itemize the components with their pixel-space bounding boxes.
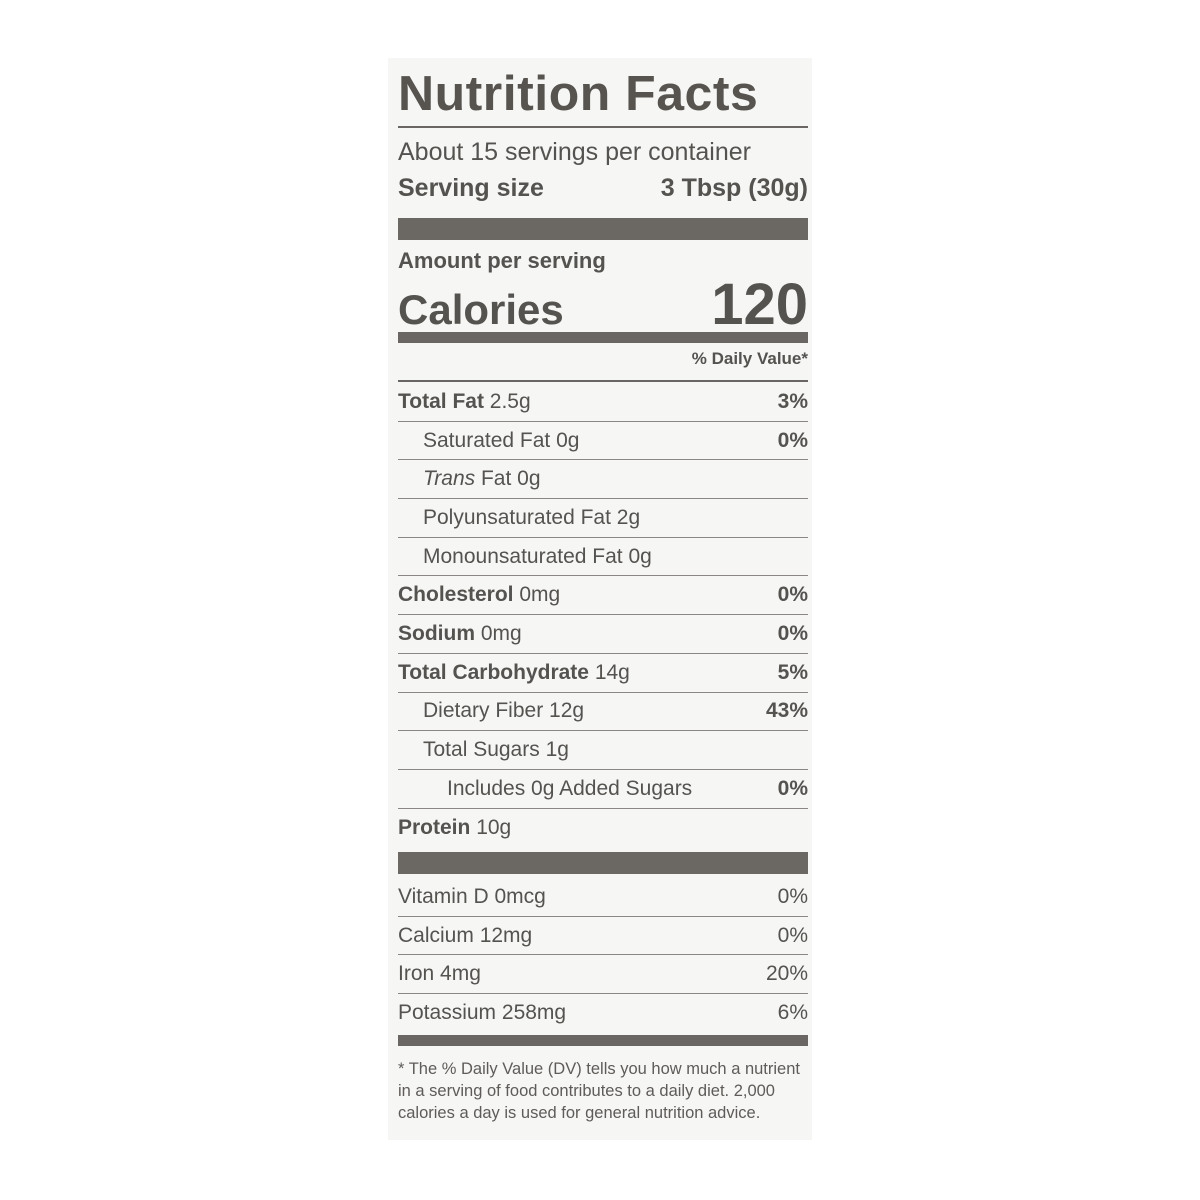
vitamin-dv: 6% bbox=[777, 1001, 808, 1025]
vitamin-dv: 0% bbox=[777, 884, 808, 908]
nutrient-amount: 2.5g bbox=[489, 389, 531, 413]
thick-divider bbox=[398, 218, 808, 240]
nutrient-amount: 0g bbox=[628, 544, 652, 568]
nutrient-row: Cholesterol 0mg 0% bbox=[398, 576, 808, 616]
nutrient-dv: 0% bbox=[777, 428, 808, 452]
serving-size: Serving size 3 Tbsp (30g) bbox=[398, 174, 808, 203]
nutrient-name: Sodium bbox=[398, 621, 475, 645]
amount-per-serving: Amount per serving bbox=[398, 248, 606, 273]
nutrient-row: Total Fat 2.5g 3% bbox=[398, 383, 808, 422]
nutrient-name: Cholesterol bbox=[398, 583, 514, 607]
vitamin-amount: 12mg bbox=[479, 923, 533, 947]
nutrient-name: Includes 0g Added Sugars bbox=[447, 776, 693, 800]
nutrient-row: Trans Fat 0g bbox=[398, 460, 808, 500]
nutrient-row: Sodium 0mg 0% bbox=[398, 615, 808, 654]
nutrient-list: Total Fat 2.5g 3% Saturated Fat 0g 0% Tran… bbox=[398, 383, 808, 847]
vitamin-list: Vitamin D 0mcg 0% Calcium 12mg 0% Iron 4mg… bbox=[398, 878, 808, 1033]
nutrient-row: Polyunsaturated Fat 2g bbox=[398, 499, 808, 538]
nutrient-name: Polyunsaturated Fat bbox=[423, 505, 611, 529]
nutrient-name: Total Sugars bbox=[423, 738, 540, 762]
nutrient-amount: 0g bbox=[556, 428, 580, 452]
nutrient-amount: 14g bbox=[594, 660, 630, 684]
vitamin-amount: 0mcg bbox=[494, 884, 546, 908]
nutrient-dv: 0% bbox=[777, 621, 808, 645]
vitamin-row: Potassium 258mg 6% bbox=[398, 994, 808, 1033]
nutrient-name: Saturated Fat bbox=[423, 428, 551, 452]
vitamin-amount: 4mg bbox=[440, 962, 481, 986]
daily-value-header: % Daily Value* bbox=[691, 349, 808, 368]
nutrition-label: Nutrition Facts About 15 servings per co… bbox=[388, 58, 812, 1140]
nutrient-row: Dietary Fiber 12g 43% bbox=[398, 693, 808, 732]
footnote: * The % Daily Value (DV) tells you how m… bbox=[398, 1060, 800, 1122]
serving-size-value: 3 Tbsp (30g) bbox=[660, 174, 808, 202]
nutrient-row: Total Sugars 1g bbox=[398, 731, 808, 770]
nutrient-amount: Fat 0g bbox=[480, 467, 541, 491]
nutrient-amount: 0mg bbox=[519, 583, 561, 607]
calories-row: Calories 120 bbox=[398, 276, 808, 334]
nutrient-amount: 0mg bbox=[480, 621, 522, 645]
nutrient-amount: 1g bbox=[545, 738, 569, 762]
nutrient-name: Trans bbox=[423, 467, 476, 491]
nutrient-amount: 12g bbox=[549, 699, 585, 723]
calories-label: Calories bbox=[398, 286, 564, 333]
vitamin-row: Vitamin D 0mcg 0% bbox=[398, 878, 808, 917]
nutrient-name: Total Carbohydrate bbox=[398, 660, 589, 684]
vitamin-dv: 20% bbox=[765, 962, 808, 986]
nutrient-name: Dietary Fiber bbox=[423, 699, 544, 723]
nutrient-dv: 0% bbox=[777, 776, 808, 800]
serving-size-label: Serving size bbox=[398, 174, 544, 202]
nutrient-row: Includes 0g Added Sugars 0% bbox=[398, 770, 808, 809]
vitamin-row: Iron 4mg 20% bbox=[398, 955, 808, 995]
nutrient-row: Saturated Fat 0g 0% bbox=[398, 422, 808, 461]
nutrient-name: Total Fat bbox=[398, 389, 484, 413]
nutrient-row: Monounsaturated Fat 0g bbox=[398, 538, 808, 577]
medium-divider bbox=[398, 332, 808, 343]
calories-value: 120 bbox=[711, 272, 808, 337]
vitamin-row: Calcium 12mg 0% bbox=[398, 917, 808, 956]
servings-per-container: About 15 servings per container bbox=[398, 138, 751, 166]
vitamin-name: Vitamin D bbox=[398, 884, 489, 908]
nutrient-amount: 10g bbox=[476, 815, 512, 839]
nutrient-amount: 2g bbox=[616, 505, 641, 529]
nutrient-row: Protein 10g bbox=[398, 809, 808, 848]
nutrient-dv: 3% bbox=[777, 389, 808, 413]
label-title: Nutrition Facts bbox=[398, 67, 759, 121]
vitamin-dv: 0% bbox=[777, 923, 808, 947]
nutrient-name: Protein bbox=[398, 815, 471, 839]
nutrient-dv: 43% bbox=[765, 699, 808, 723]
vitamin-name: Potassium bbox=[398, 1001, 497, 1025]
divider bbox=[398, 380, 808, 382]
nutrient-name: Monounsaturated Fat bbox=[423, 544, 623, 568]
medium-divider bbox=[398, 1035, 808, 1046]
thick-divider bbox=[398, 852, 808, 874]
divider bbox=[398, 126, 808, 128]
nutrient-dv: 0% bbox=[777, 583, 808, 607]
nutrient-row: Total Carbohydrate 14g 5% bbox=[398, 654, 808, 693]
vitamin-name: Calcium bbox=[398, 923, 474, 947]
nutrient-dv: 5% bbox=[777, 660, 808, 684]
vitamin-name: Iron bbox=[398, 962, 435, 986]
vitamin-amount: 258mg bbox=[501, 1001, 567, 1025]
